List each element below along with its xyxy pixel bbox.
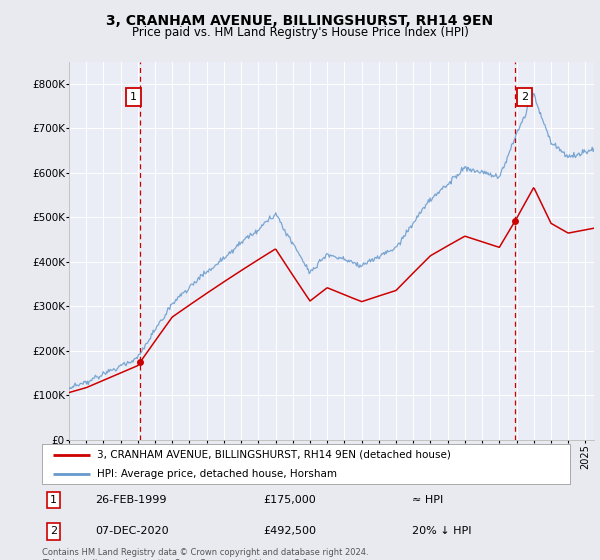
Text: Price paid vs. HM Land Registry's House Price Index (HPI): Price paid vs. HM Land Registry's House … [131, 26, 469, 39]
Text: 07-DEC-2020: 07-DEC-2020 [95, 526, 169, 536]
Text: HPI: Average price, detached house, Horsham: HPI: Average price, detached house, Hors… [97, 469, 337, 478]
Text: ≈ HPI: ≈ HPI [412, 495, 443, 505]
Text: £492,500: £492,500 [264, 526, 317, 536]
Text: 1: 1 [130, 92, 137, 102]
Text: 1: 1 [50, 495, 57, 505]
Text: 20% ↓ HPI: 20% ↓ HPI [412, 526, 471, 536]
Text: £175,000: £175,000 [264, 495, 317, 505]
Text: 2: 2 [50, 526, 57, 536]
Text: 3, CRANHAM AVENUE, BILLINGSHURST, RH14 9EN: 3, CRANHAM AVENUE, BILLINGSHURST, RH14 9… [106, 14, 494, 28]
Text: Contains HM Land Registry data © Crown copyright and database right 2024.
This d: Contains HM Land Registry data © Crown c… [42, 548, 368, 560]
Text: 2: 2 [521, 92, 529, 102]
Text: 26-FEB-1999: 26-FEB-1999 [95, 495, 166, 505]
Text: 3, CRANHAM AVENUE, BILLINGSHURST, RH14 9EN (detached house): 3, CRANHAM AVENUE, BILLINGSHURST, RH14 9… [97, 450, 451, 460]
